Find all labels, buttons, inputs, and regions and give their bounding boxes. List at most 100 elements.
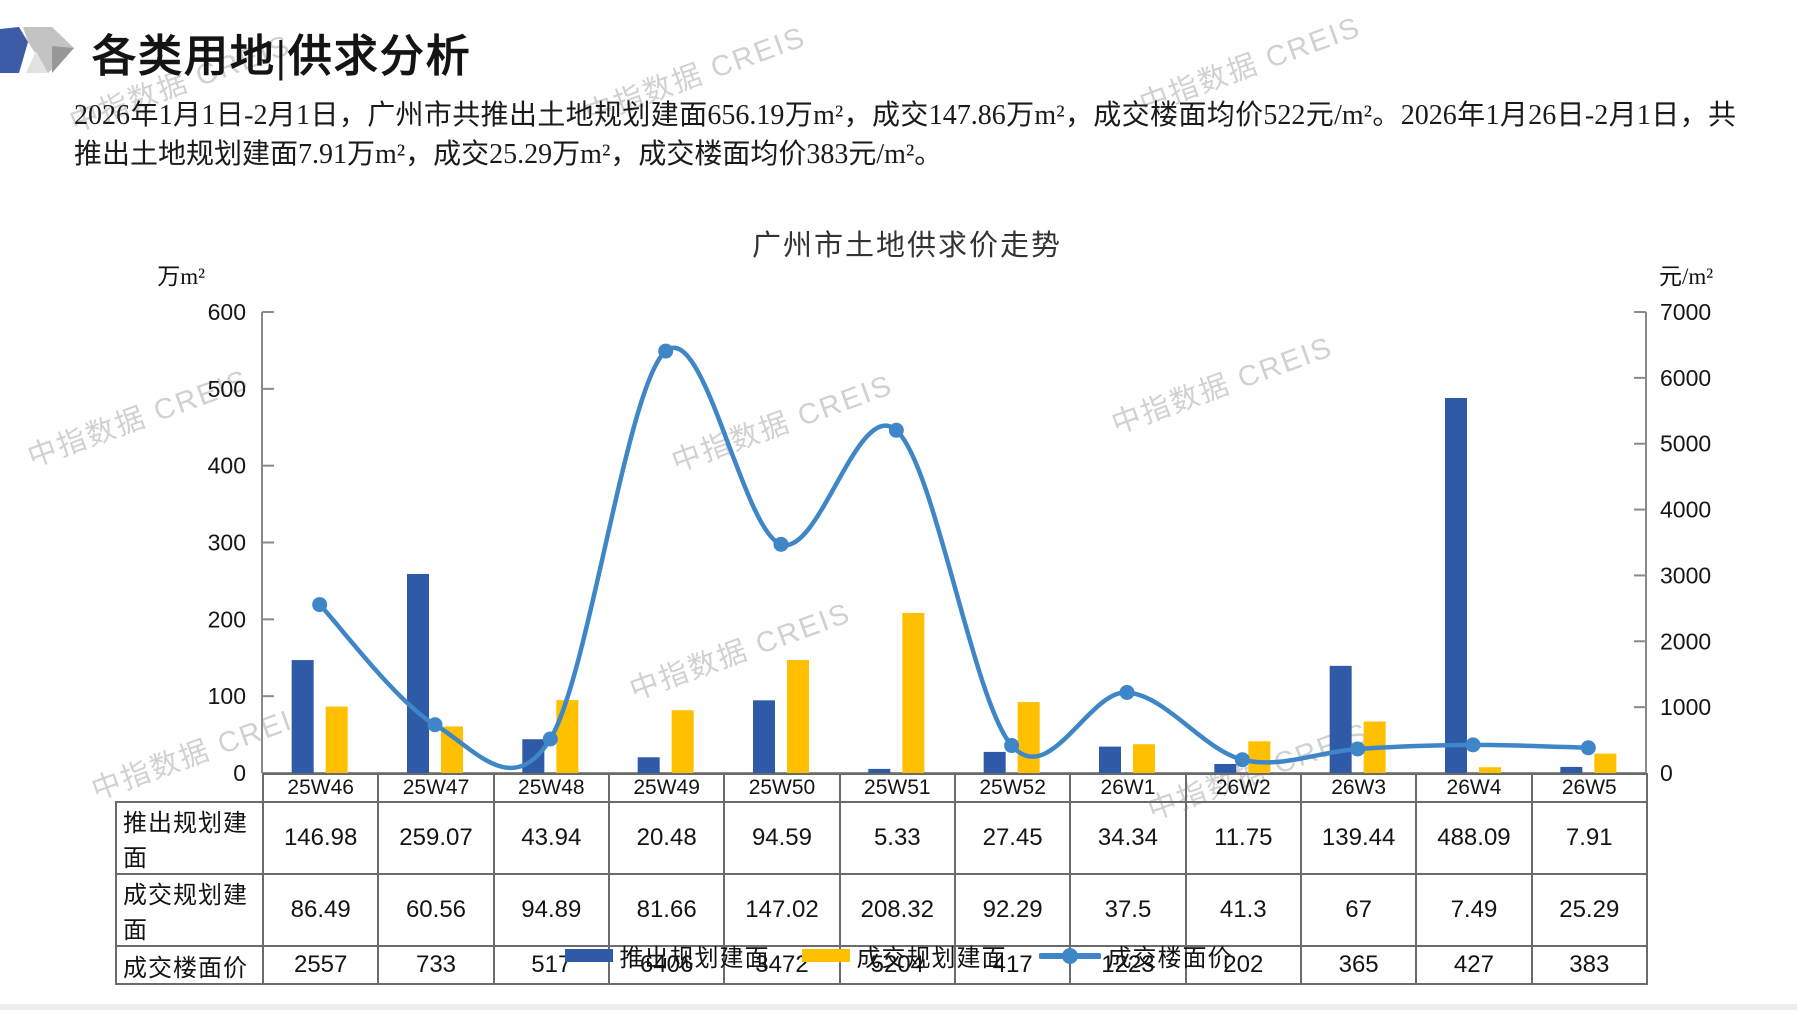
- line-marker: [1004, 738, 1020, 754]
- table-cell: 92.29: [953, 873, 1072, 947]
- table-row: 成交楼面价 2557 733 517 6406 3472 5204 417 1223 202 365…: [115, 945, 1648, 985]
- bar: [1248, 741, 1271, 773]
- legend-line-swatch-icon: [1038, 947, 1101, 964]
- table-cell: 7.49: [1415, 873, 1533, 947]
- table-cell: 11.75: [1184, 801, 1302, 875]
- legend-label: 推出规划建面: [619, 946, 770, 972]
- table-cell: 733: [377, 945, 495, 985]
- right-axis-tick-label: 4000: [1660, 497, 1711, 523]
- table-cell: 5.33: [838, 801, 956, 875]
- table-category-header: 26W5: [1530, 773, 1648, 803]
- table-row-header: 成交规划建面: [115, 873, 264, 947]
- table-cell: 2557: [261, 945, 380, 985]
- bar: [1133, 744, 1155, 773]
- table-cell: 146.98: [261, 801, 380, 875]
- table-row-header: 成交楼面价: [115, 945, 264, 985]
- bar: [983, 751, 1006, 773]
- table-cell: 34.34: [1069, 801, 1187, 875]
- left-axis-tick-label: 300: [208, 530, 246, 556]
- bar: [868, 768, 891, 773]
- table-cell: 94.59: [723, 801, 841, 875]
- bar: [556, 700, 579, 773]
- line-marker: [427, 717, 443, 733]
- table-cell: 25.29: [1530, 873, 1648, 947]
- table-row: 推出规划建面 146.98 259.07 43.94 20.48 94.59 5.33 27.…: [115, 801, 1648, 875]
- line-marker: [542, 731, 558, 747]
- line-series-成交楼面价: [317, 345, 1591, 771]
- bar: [1017, 702, 1040, 773]
- chart-data-table: 25W46 25W47 25W48 25W49 25W50 25W51 25W52 26W1 2…: [115, 773, 1648, 985]
- table-cell: 517: [492, 945, 610, 985]
- table-category-header: 26W2: [1184, 773, 1302, 803]
- table-cell: 139.44: [1299, 801, 1418, 875]
- line-marker: [1350, 741, 1366, 757]
- table-row-header: 推出规划建面: [115, 801, 264, 875]
- bar: [1099, 746, 1121, 773]
- table-category-header: 25W52: [953, 773, 1072, 803]
- table-category-header: 25W47: [377, 773, 495, 803]
- left-axis-tick-label: 200: [208, 606, 246, 632]
- table-cell: 20.48: [607, 801, 726, 875]
- table-cell: 27.45: [953, 801, 1072, 875]
- table-category-header: 26W4: [1415, 773, 1533, 803]
- right-axis-tick-label: 5000: [1660, 431, 1711, 457]
- legend-label: 成交楼面价: [1107, 946, 1233, 972]
- bar: [787, 660, 809, 773]
- bar: [1445, 397, 1467, 773]
- table-cell: 147.02: [723, 873, 841, 947]
- table-category-header: 25W49: [607, 773, 726, 803]
- table-cell: 43.94: [492, 801, 610, 875]
- bar: [1479, 767, 1501, 773]
- bar: [637, 757, 660, 773]
- right-axis-tick-label: 3000: [1660, 562, 1711, 588]
- table-cell: 208.32: [838, 873, 956, 947]
- table-cell: 41.3: [1184, 873, 1302, 947]
- right-axis-tick-label: 7000: [1660, 299, 1711, 325]
- line-marker: [773, 536, 789, 552]
- table-category-header: 26W1: [1069, 773, 1187, 803]
- table-category-header: 25W51: [838, 773, 956, 803]
- bar: [522, 739, 545, 773]
- left-axis-unit-label: 万m²: [157, 264, 205, 289]
- table-cell: 202: [1184, 945, 1302, 985]
- bar: [753, 700, 775, 773]
- line-marker: [888, 422, 904, 438]
- bar-series-推出规划建面: [291, 397, 1583, 773]
- table-category-header: 26W3: [1299, 773, 1418, 803]
- right-axis-tick-label: 1000: [1660, 694, 1711, 720]
- table-cell: 5204: [838, 945, 956, 985]
- table-cell: 427: [1415, 945, 1533, 985]
- bar: [1214, 763, 1237, 773]
- bar: [325, 706, 348, 773]
- logo-lightgray-shape: [26, 51, 48, 73]
- slide-bottom-edge: [0, 1004, 1797, 1010]
- legend-item-成交楼面价: 成交楼面价: [1038, 938, 1233, 973]
- chart-legend: 推出规划建面 成交规划建面 成交楼面价: [0, 938, 1797, 973]
- summary-text: 2026年1月1日-2月1日，广州市共推出土地规划建面656.19万m²，成交1…: [74, 100, 1736, 170]
- table-cell: 37.5: [1069, 873, 1187, 947]
- table-cell: 94.89: [492, 873, 610, 947]
- bar: [1329, 665, 1352, 773]
- bar: [291, 660, 314, 773]
- table-cell: 259.07: [377, 801, 495, 875]
- line-marker: [1234, 752, 1250, 768]
- line-marker: [1580, 740, 1596, 756]
- chart-title: 广州市土地供求价走势: [751, 230, 1062, 262]
- left-axis-tick-label: 100: [208, 683, 246, 709]
- logo-blue-shape: [0, 27, 28, 73]
- table-cell: 86.49: [261, 873, 380, 947]
- left-axis-tick-label: 600: [208, 299, 246, 325]
- line-marker: [658, 343, 674, 359]
- legend-label: 成交规划建面: [856, 946, 1007, 972]
- left-axis-tick-label: 500: [208, 376, 246, 402]
- bar: [1560, 766, 1583, 773]
- bar: [902, 612, 925, 773]
- bar: [671, 710, 694, 773]
- legend-bar-swatch-icon: [801, 949, 850, 962]
- table-corner-blank: [116, 774, 263, 802]
- page-title: 各类用地|供求分析: [92, 32, 472, 81]
- legend-item-推出规划建面: 推出规划建面: [564, 938, 770, 973]
- line-marker: [1119, 684, 1135, 700]
